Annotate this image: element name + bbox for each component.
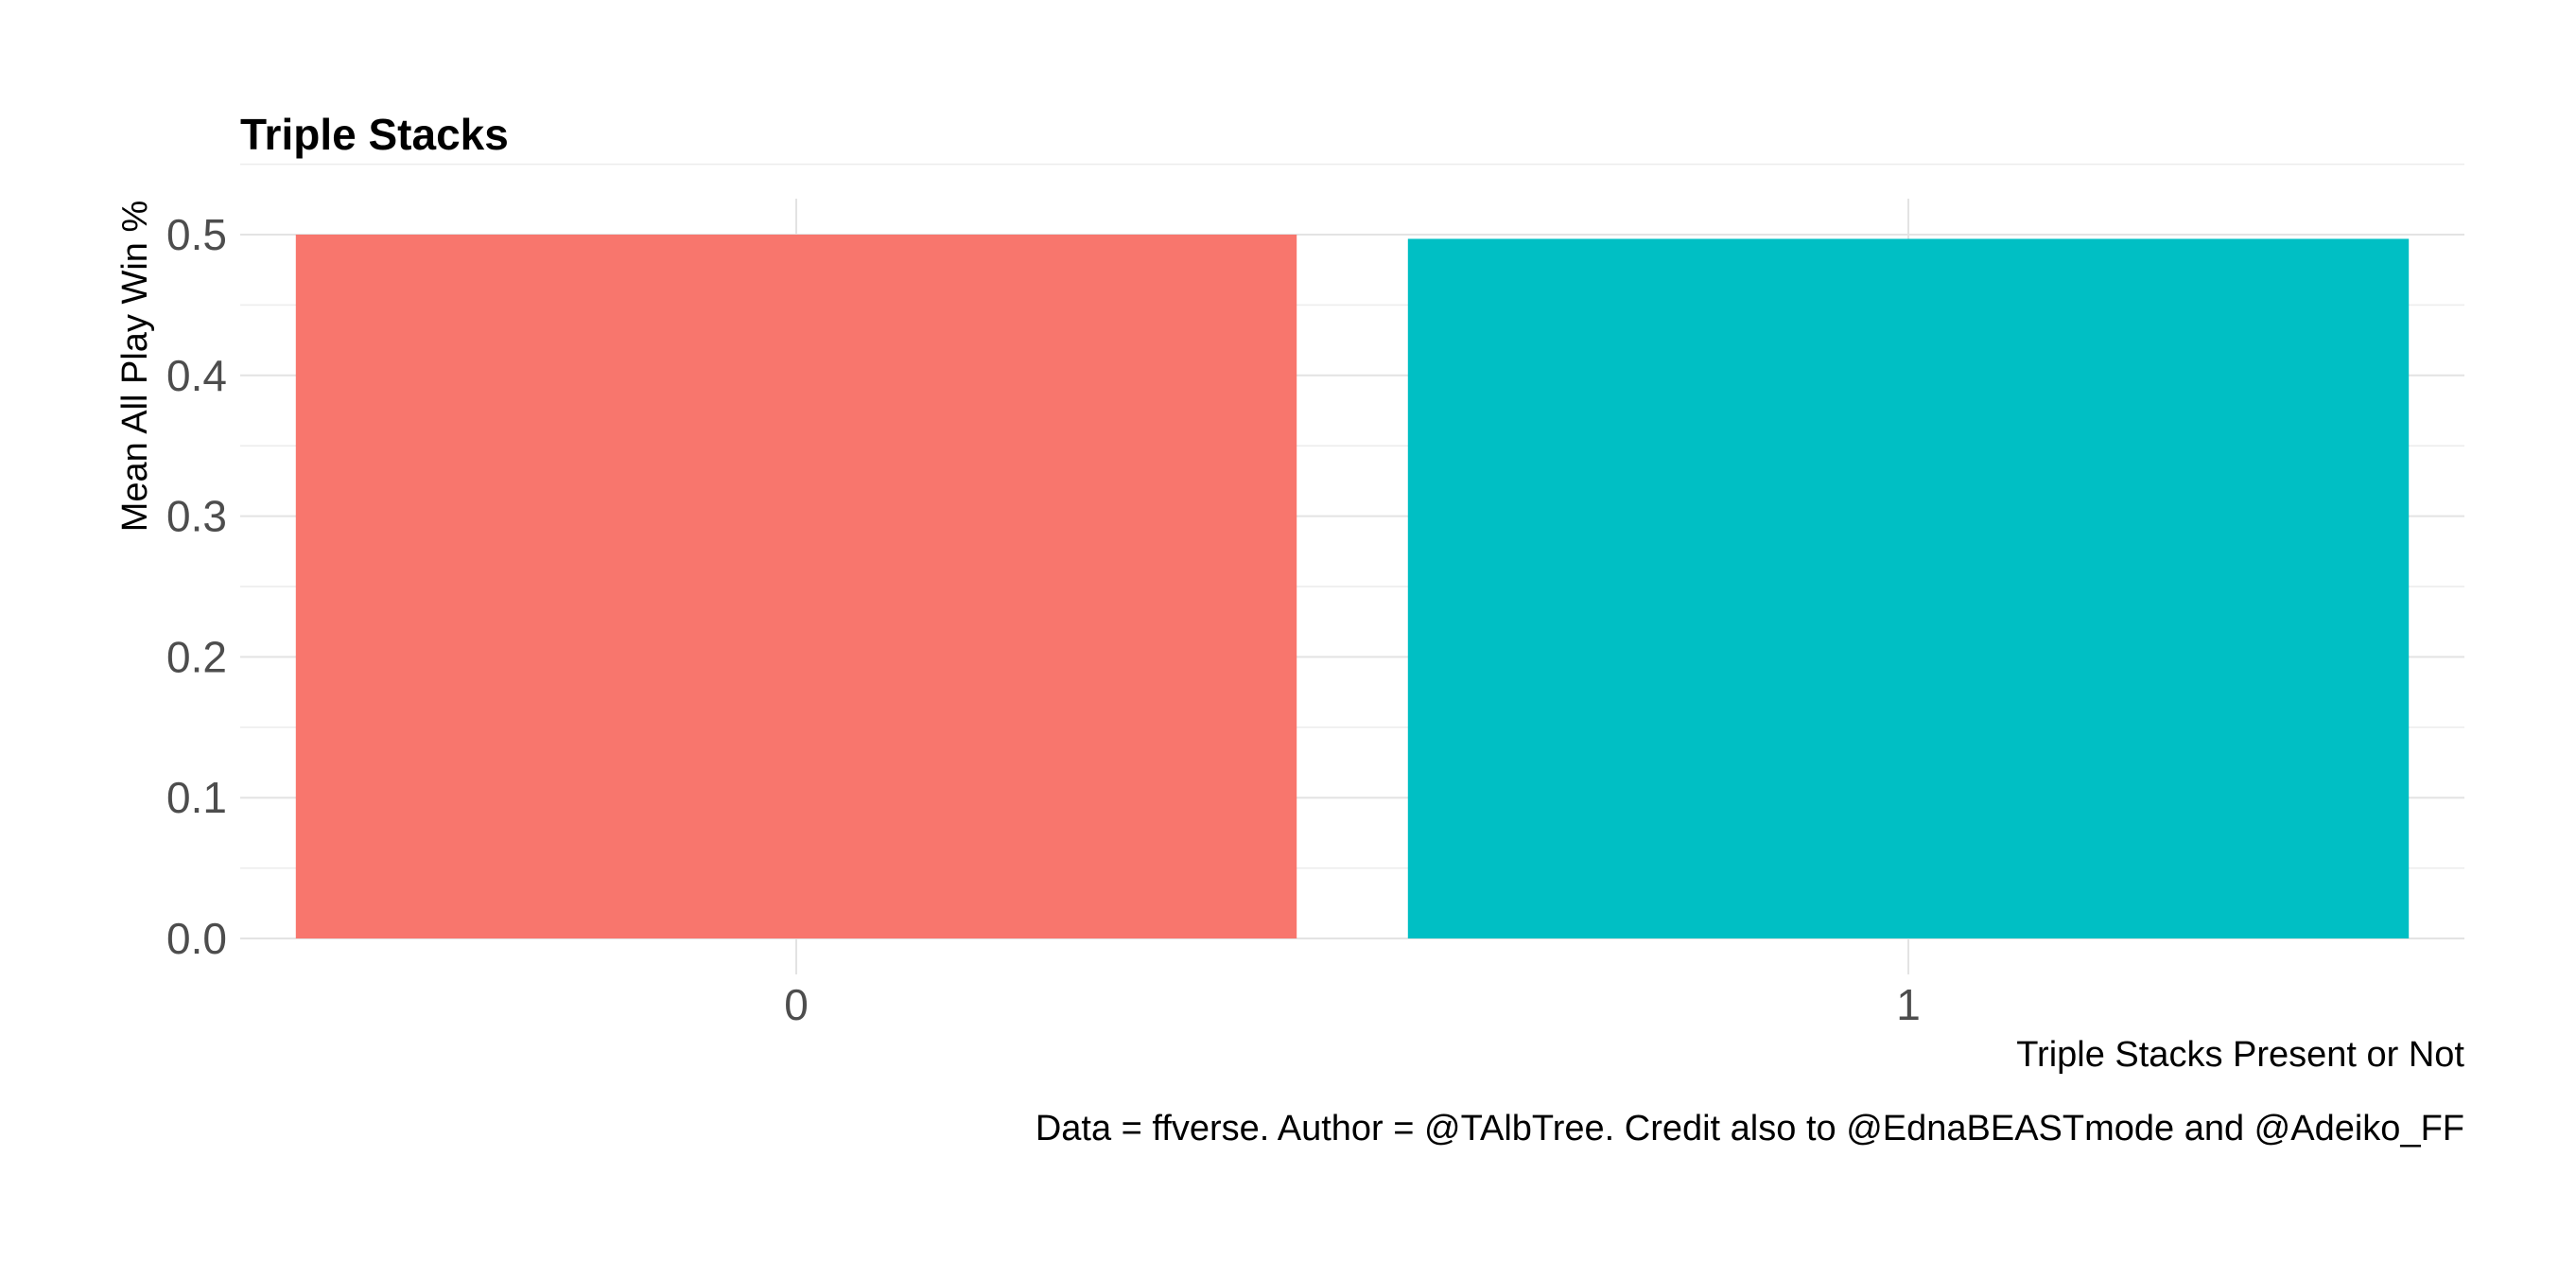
- chart-caption: Data = ffverse. Author = @TAlbTree. Cred…: [1036, 1109, 2464, 1148]
- x-tick-label: 0: [784, 980, 809, 1029]
- bar-1: [1407, 238, 2410, 939]
- tick-labels: 0.0 0.1 0.2 0.3 0.4 0.5 0 1: [166, 210, 1921, 1029]
- bar-0: [295, 235, 1297, 938]
- y-tick-label: 0.4: [166, 351, 227, 400]
- y-tick-label: 0.1: [166, 773, 227, 822]
- x-tick-label: 1: [1896, 980, 1921, 1029]
- y-axis-title: Mean All Play Win %: [115, 201, 155, 533]
- chart-title: Triple Stacks: [240, 110, 509, 159]
- y-tick-label: 0.0: [166, 914, 227, 963]
- y-tick-label: 0.5: [166, 210, 227, 259]
- y-tick-label: 0.3: [166, 492, 227, 541]
- x-axis-title: Triple Stacks Present or Not: [2016, 1035, 2464, 1075]
- y-tick-label: 0.2: [166, 632, 227, 681]
- bars: [295, 235, 2410, 939]
